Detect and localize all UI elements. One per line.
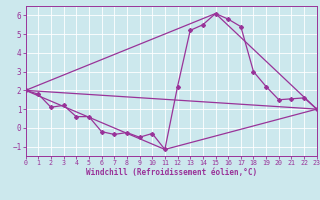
X-axis label: Windchill (Refroidissement éolien,°C): Windchill (Refroidissement éolien,°C)	[86, 168, 257, 177]
